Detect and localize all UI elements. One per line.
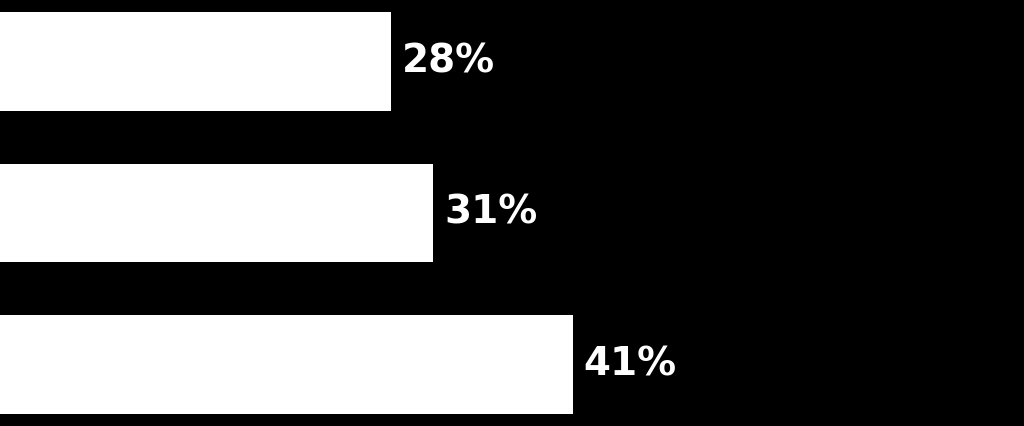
Bar xyxy=(0,164,433,262)
Bar xyxy=(0,315,572,414)
Text: 31%: 31% xyxy=(444,194,538,232)
Text: 28%: 28% xyxy=(402,43,496,81)
Bar xyxy=(0,12,391,111)
Text: 41%: 41% xyxy=(584,345,677,383)
